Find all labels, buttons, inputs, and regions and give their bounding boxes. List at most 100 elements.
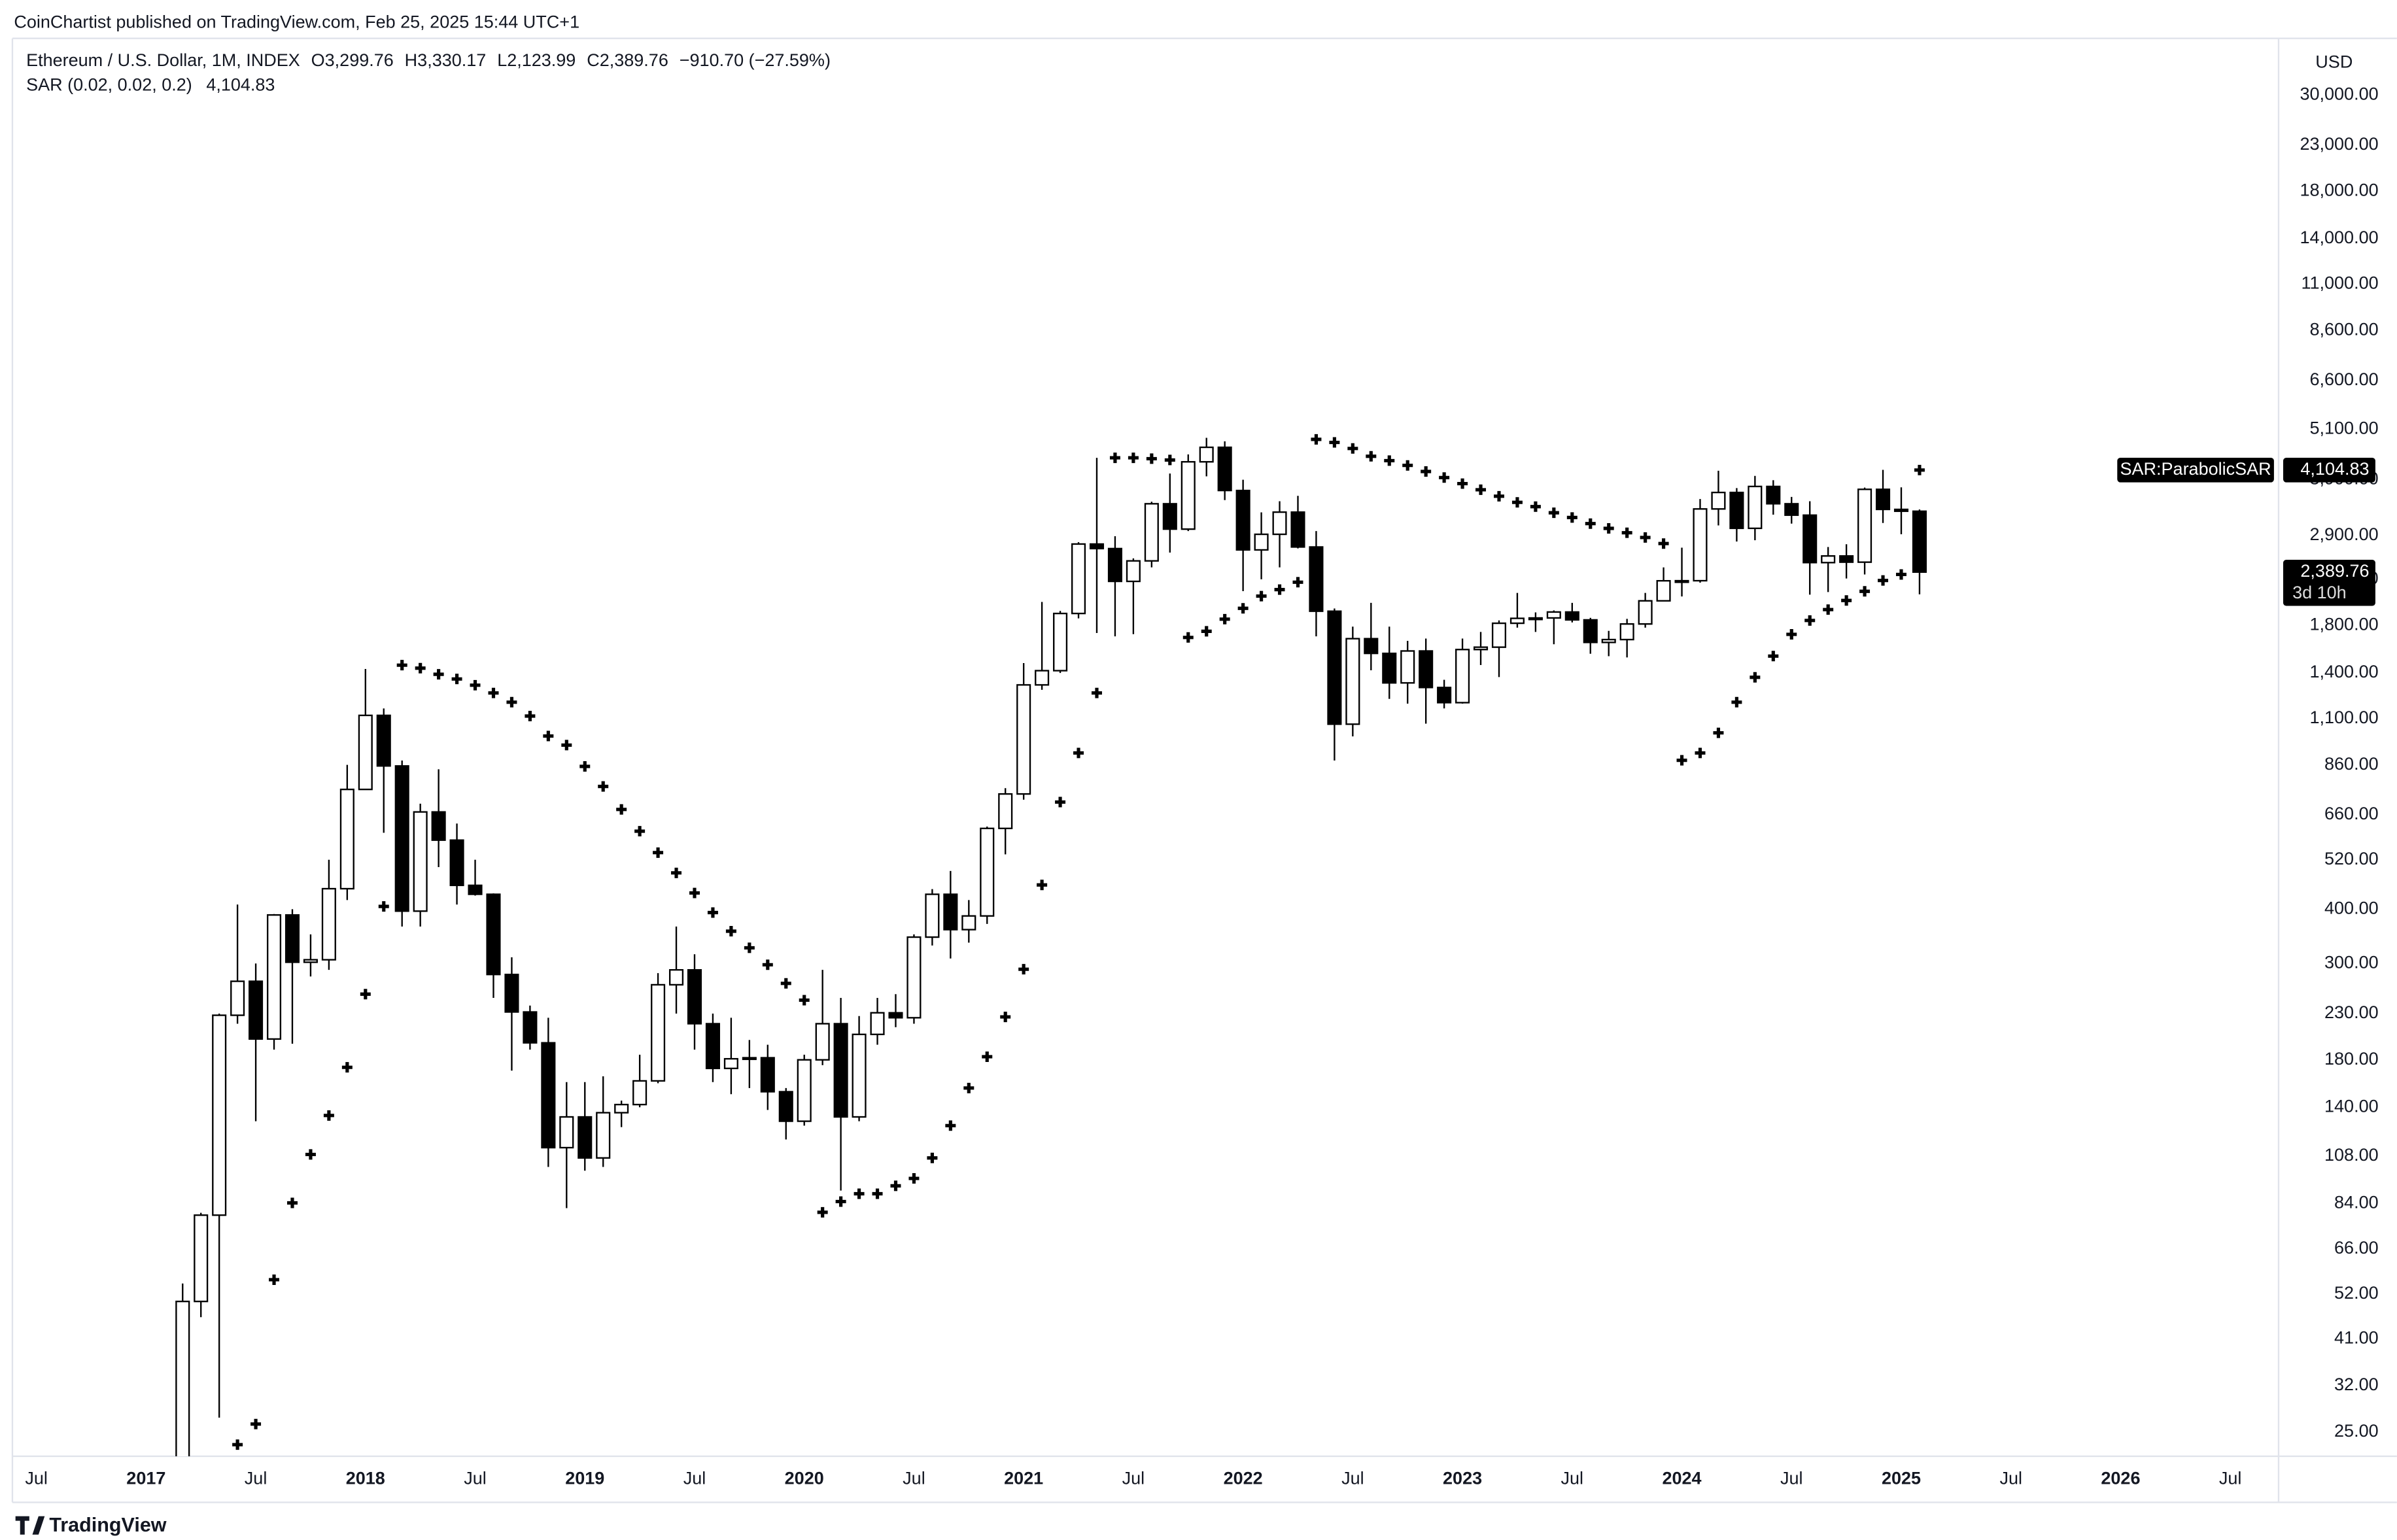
candle-body-down: [1309, 546, 1324, 612]
y-tick-label: 520.00: [2324, 849, 2379, 868]
sar-tag-box: [2117, 458, 2274, 483]
candle-body-down: [1107, 547, 1122, 583]
candle-body-down: [394, 765, 409, 912]
sar-point: [1914, 464, 1925, 475]
candle-body-up: [1035, 670, 1050, 686]
sar-point: [1237, 603, 1249, 614]
y-tick-label: 1,800.00: [2310, 615, 2379, 634]
x-tick-label: 2026: [2101, 1468, 2140, 1488]
candle-body-down: [1766, 485, 1781, 505]
x-tick-label: Jul: [903, 1468, 925, 1488]
candle-body-up: [1748, 485, 1763, 530]
candle-body-up: [815, 1023, 830, 1061]
candle-body-down: [1089, 543, 1105, 550]
x-tick-label: 2021: [1004, 1468, 1043, 1488]
y-tick-label: 11,000.00: [2302, 273, 2379, 293]
sar-point: [305, 1149, 316, 1160]
sar-point: [653, 847, 664, 858]
sar-point: [269, 1274, 280, 1285]
sar-point: [963, 1082, 974, 1093]
sar-point: [1329, 437, 1340, 448]
sar-point: [1731, 696, 1742, 708]
sar-point: [725, 926, 736, 937]
sar-point: [1530, 501, 1541, 512]
sar-point: [1841, 595, 1852, 606]
sar-point: [1366, 451, 1377, 462]
x-tick-label: Jul: [1780, 1468, 1803, 1488]
candle-body-down: [376, 714, 391, 767]
legend: Ethereum / U.S. Dollar, 1M, INDEX O3,299…: [26, 50, 831, 95]
candle-body-up: [1638, 600, 1653, 625]
y-tick-label: 8,600.00: [2310, 320, 2379, 339]
candle-body-up: [668, 968, 684, 986]
y-tick-label: 41.00: [2334, 1328, 2379, 1348]
sar-tag-name: SAR:ParabolicSAR: [2120, 459, 2271, 479]
x-tick-label: Jul: [1561, 1468, 1584, 1488]
price-tag-label: 2,389.76: [2300, 561, 2369, 581]
candle-body-up: [596, 1112, 611, 1159]
currency: USD: [2315, 52, 2353, 71]
candle-body-up: [614, 1103, 629, 1114]
x-tick-label: Jul: [1122, 1468, 1145, 1488]
sar-point: [1548, 507, 1559, 519]
sar-point: [1092, 687, 1102, 698]
sar-point: [762, 959, 773, 970]
candle-body-up: [1254, 533, 1269, 551]
sar-point: [1475, 484, 1487, 495]
candle-body-down: [1327, 610, 1342, 725]
y-tick-label: 230.00: [2324, 1002, 2379, 1022]
candle-body-up: [559, 1116, 574, 1149]
sar-point: [1018, 964, 1029, 975]
sar-point: [890, 1180, 901, 1191]
y-tick-label: 14,000.00: [2300, 228, 2379, 247]
sar-point: [1164, 454, 1175, 466]
candle-body-up: [1528, 617, 1543, 621]
candle-body-up: [1601, 638, 1616, 643]
candle-body-down: [705, 1023, 720, 1070]
candle-body-up: [1509, 617, 1525, 625]
sar-point: [927, 1152, 938, 1163]
x-tick-label: 2020: [785, 1468, 824, 1488]
sar-point: [835, 1196, 846, 1207]
sar-point: [1566, 512, 1578, 523]
x-tick-label: 2023: [1443, 1468, 1482, 1488]
sar-point: [1037, 880, 1048, 891]
candle-body-up: [961, 915, 976, 931]
sar-point: [982, 1051, 993, 1062]
candle-body-down: [541, 1042, 556, 1149]
candle-body-down: [1437, 687, 1452, 704]
candle-body-up: [1711, 491, 1726, 510]
y-tick-label: 108.00: [2324, 1145, 2379, 1165]
sar-point: [1621, 527, 1632, 538]
candle-body-down: [1564, 611, 1579, 621]
candle-body-down: [1912, 510, 1927, 573]
sar-point: [689, 887, 700, 898]
sar-point: [451, 674, 462, 685]
x-tick-label: 2024: [1662, 1468, 1701, 1488]
sar-point: [1494, 490, 1504, 502]
sar-point: [1384, 455, 1395, 466]
y-tick-label: 23,000.00: [2300, 134, 2379, 154]
candle-body-up: [906, 936, 922, 1019]
price-tag-box: [2283, 560, 2375, 606]
ohlc-open: O3,299.76: [311, 50, 394, 70]
candle-body-up: [303, 959, 318, 963]
candle-body-up: [1400, 650, 1415, 684]
sar-point: [1878, 575, 1889, 586]
sar-point: [1511, 497, 1523, 508]
y-tick-label: 2,900.00: [2310, 524, 2379, 544]
candle-body-up: [852, 1033, 867, 1118]
ohlc-high: H3,330.17: [405, 50, 487, 70]
legend-symbol: Ethereum / U.S. Dollar, 1M, INDEX O3,299…: [26, 50, 831, 70]
axes: 30,000.00 23,000.00 18,000.00 14,000.00 11,0…: [25, 84, 2378, 1488]
sar-point: [1073, 747, 1084, 759]
candle-body-down: [1839, 555, 1854, 563]
candle-body-down: [578, 1116, 593, 1159]
x-tick-label: 2019: [565, 1468, 604, 1488]
candle-body-up: [742, 1057, 757, 1061]
sar-value: 4,104.83: [206, 75, 275, 95]
candle-body-down: [1583, 619, 1598, 643]
candle-body-up: [1071, 543, 1086, 615]
candle-body-down: [687, 968, 702, 1025]
candle-body-up: [870, 1012, 885, 1035]
